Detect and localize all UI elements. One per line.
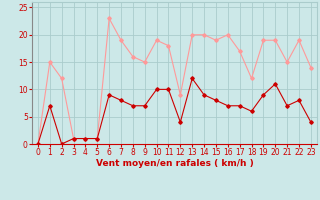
X-axis label: Vent moyen/en rafales ( km/h ): Vent moyen/en rafales ( km/h )	[96, 159, 253, 168]
